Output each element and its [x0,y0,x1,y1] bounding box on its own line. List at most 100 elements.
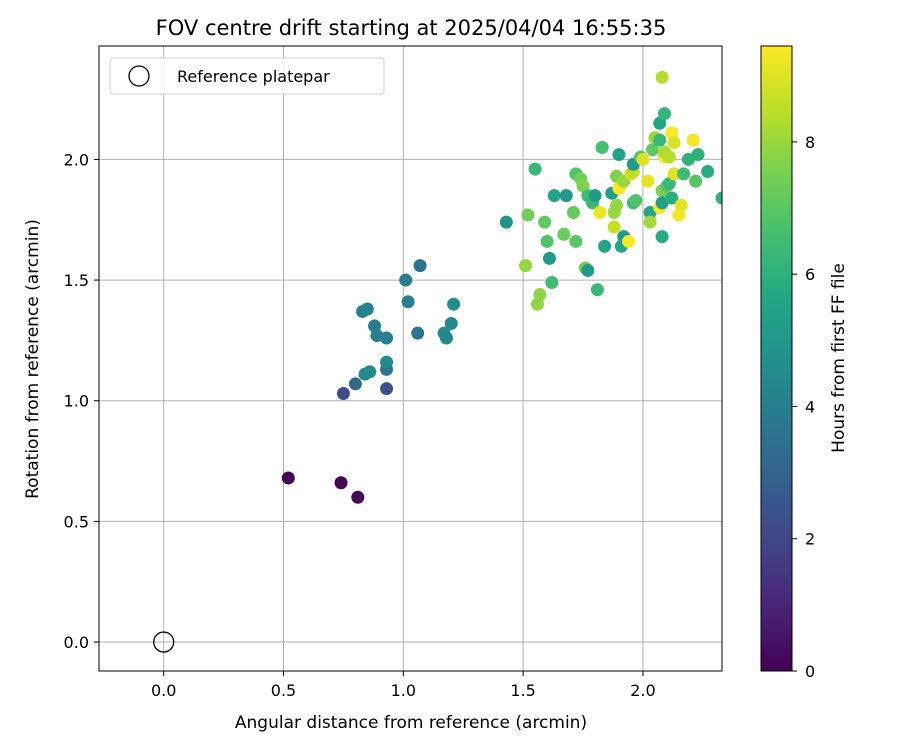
scatter-point [576,179,590,193]
scatter-point [380,382,394,396]
scatter-point [581,263,595,277]
legend-box [109,57,385,95]
scatter-point [363,365,377,379]
scatter-point [657,107,671,121]
colorbar-ticks: 0 2 4 6 8 [792,133,815,681]
scatter-point [538,215,552,229]
scatter-point [519,259,533,273]
scatter-point [674,198,688,212]
scatter-point [569,234,583,248]
scatter-point [542,251,556,265]
scatter-point [399,273,413,287]
scatter-points [281,70,722,504]
scatter-point [281,471,295,485]
scatter-point [360,302,374,316]
legend-marker-reference [128,65,150,87]
colorbar-tick-label: 6 [805,265,815,284]
y-tick-label: 0.5 [64,512,89,531]
colorbar-tick-label: 2 [805,530,815,549]
scatter-point [336,386,350,400]
legend-label-reference: Reference platepar [177,67,330,86]
scatter-point [643,206,657,220]
scatter-point [677,167,691,181]
scatter-point [701,164,715,178]
scatter-point [444,317,458,331]
x-tick-label: 0.5 [271,681,296,700]
y-tick-label: 1.0 [64,392,89,411]
scatter-point [667,136,681,150]
scatter-point [653,133,667,147]
scatter-point [665,191,679,205]
scatter-point [681,152,695,166]
y-axis-label: Rotation from reference (arcmin) [23,219,43,499]
scatter-point [622,234,636,248]
scatter-point [540,234,554,248]
scatter-point [447,297,461,311]
data-points [281,70,722,504]
scatter-point [598,239,612,253]
x-tick-label: 2.0 [630,681,655,700]
scatter-point [499,215,513,229]
chart-title: FOV centre drift starting at 2025/04/04 … [156,16,667,40]
scatter-point [547,189,561,203]
scatter-point [686,133,700,147]
colorbar: 0 2 4 6 8 Hours from first FF file [760,45,849,681]
scatter-point [413,259,427,273]
colorbar-tick-label: 0 [805,662,815,681]
scatter-point [593,206,607,220]
scatter-point [588,189,602,203]
scatter-point [636,152,650,166]
scatter-point [351,490,365,504]
x-tick-label: 1.0 [391,681,416,700]
scatter-point [662,150,676,164]
scatter-point [629,193,643,207]
y-tick-label: 2.0 [64,150,89,169]
x-tick-label: 1.5 [510,681,535,700]
scatter-point [401,295,415,309]
scatter-point [655,196,669,210]
x-tick-label: 0.0 [151,681,176,700]
scatter-point [612,148,626,162]
scatter-point [691,148,705,162]
scatter-point [521,208,535,222]
scatter-point [380,355,394,369]
plot-frame [98,45,723,672]
legend: Reference platepar [109,57,385,95]
colorbar-tick-label: 8 [805,133,815,152]
scatter-point [380,331,394,345]
scatter-point [715,191,722,205]
scatter-point [590,283,604,297]
scatter-point [559,189,573,203]
scatter-point [411,326,425,340]
colorbar-label: Hours from first FF file [829,263,849,453]
scatter-point [667,167,681,181]
colorbar-tick-label: 4 [805,397,815,416]
scatter-point [655,70,669,84]
reference-platepar-marker [153,631,175,653]
grid-lines [99,46,722,671]
scatter-point [533,288,547,302]
scatter-point [528,162,542,176]
scatter-point [646,143,660,157]
scatter-point [557,227,571,241]
y-tick-label: 0.0 [64,633,89,652]
scatter-point [566,206,580,220]
scatter-point [641,174,655,188]
scatter-point [662,177,676,191]
scatter-point [610,198,624,212]
scatter-point [334,476,348,490]
scatter-point [439,331,453,345]
x-axis-label: Angular distance from reference (arcmin) [235,713,587,733]
axes: 0.0 0.5 1.0 1.5 2.0 0.0 0.5 1.0 1.5 2.0 [64,45,723,700]
scatter-point [348,377,362,391]
y-tick-label: 1.5 [64,271,89,290]
scatter-point [653,116,667,130]
scatter-point [689,174,703,188]
scatter-point [595,140,609,154]
colorbar-gradient [760,45,793,672]
scatter-point [643,215,657,229]
scatter-point [655,230,669,244]
scatter-point [545,275,559,289]
scatter-point [607,220,621,234]
